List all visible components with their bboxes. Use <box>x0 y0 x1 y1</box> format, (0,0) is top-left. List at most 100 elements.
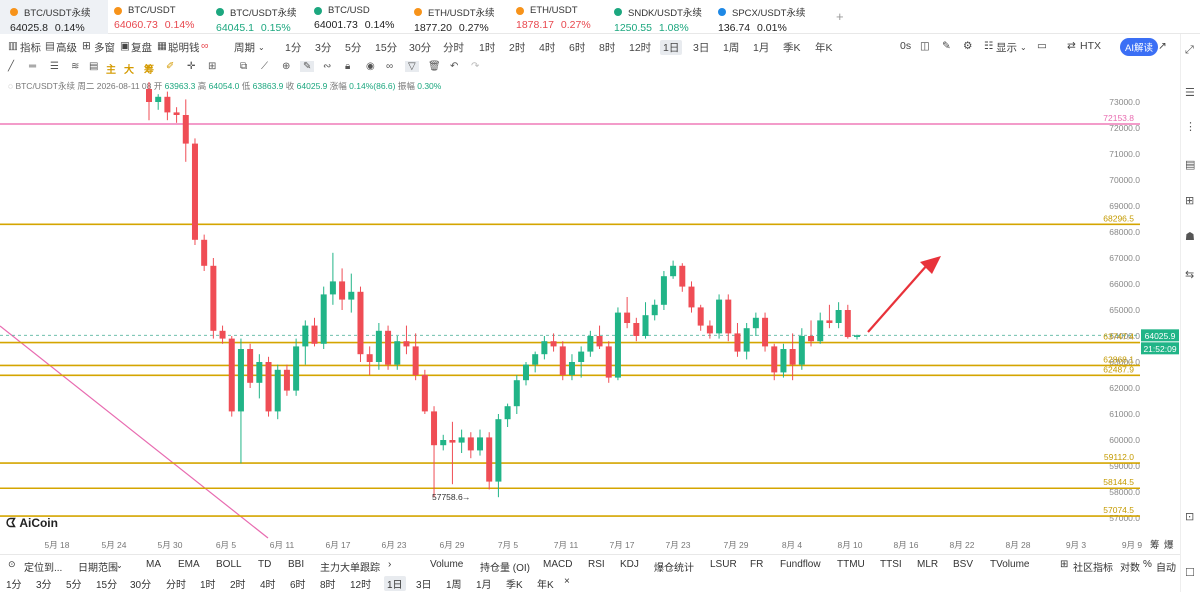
multi-window-icon[interactable]: ⊞ <box>82 40 91 52</box>
copy-icon[interactable]: ⧉ <box>240 61 248 72</box>
exchange-icon[interactable]: ⇄ <box>1067 40 1076 52</box>
display-button[interactable]: 显示 <box>996 42 1017 54</box>
layout-icon[interactable]: ▭ <box>1037 40 1047 52</box>
bottom-interval-16[interactable]: 季K <box>506 580 523 591</box>
chips-tool[interactable]: 筹 <box>144 65 154 76</box>
interval-17[interactable]: 年K <box>815 42 833 54</box>
menu-icon[interactable]: ☰ <box>1185 87 1195 99</box>
bottom-interval-7[interactable]: 2时 <box>230 580 246 591</box>
eye-icon[interactable]: ◉ <box>366 61 375 72</box>
add-tab-button[interactable]: + <box>836 9 844 24</box>
interval-10[interactable]: 8时 <box>599 42 616 54</box>
channel-tool-icon[interactable]: ═ <box>29 61 37 72</box>
interval-0[interactable]: 1分 <box>285 42 302 54</box>
chevron-down-icon[interactable]: ⌄ <box>258 43 265 52</box>
filter-icon[interactable]: ▽ <box>405 61 419 72</box>
grid-view-icon[interactable]: ⊞ <box>1185 195 1195 207</box>
main-tool[interactable]: 主 <box>106 65 116 76</box>
indicator-5[interactable]: 主力大单跟踪 <box>320 563 380 574</box>
camera-icon[interactable]: ◫ <box>920 40 930 52</box>
sub-indicator-2[interactable]: MACD <box>543 559 573 570</box>
trash-icon[interactable]: 🗑︎ <box>428 61 441 72</box>
link-icon[interactable]: ∞ <box>386 61 394 72</box>
more-indicators-button[interactable]: › <box>388 559 392 570</box>
settings-icon[interactable]: ⚙ <box>963 40 973 52</box>
ticker-tab[interactable]: ETH/USDT永续 1877.20 0.27% <box>408 0 508 34</box>
indicators-button[interactable]: 指标 <box>20 42 41 54</box>
sub-indicator-7[interactable]: FR <box>750 559 764 570</box>
bottom-interval-5[interactable]: 分时 <box>166 580 186 591</box>
auto-button[interactable]: 自动 <box>1156 563 1176 574</box>
sub-indicator-4[interactable]: KDJ <box>620 559 639 570</box>
interval-4[interactable]: 30分 <box>409 42 432 54</box>
refresh-rate[interactable]: 0s <box>900 40 912 52</box>
sub-indicator-5[interactable]: 爆仓统计 <box>654 563 694 574</box>
advanced-button[interactable]: 高级 <box>56 42 77 54</box>
lock-icon[interactable]: 🔒︎ <box>345 61 351 72</box>
interval-16[interactable]: 季K <box>783 42 801 54</box>
smart-money-button[interactable]: 聪明钱 <box>168 42 200 54</box>
ticker-tab[interactable]: BTC/USDT 64060.73 0.14% <box>108 0 208 34</box>
interval-6[interactable]: 1时 <box>479 42 496 54</box>
bottom-interval-9[interactable]: 6时 <box>290 580 306 591</box>
bottom-interval-15[interactable]: 1月 <box>476 580 492 591</box>
zoom-icon[interactable]: ⊕ <box>282 61 291 72</box>
sub-indicator-8[interactable]: Fundflow <box>780 559 821 570</box>
line-tool-icon[interactable]: ╱ <box>8 61 15 72</box>
bottom-interval-6[interactable]: 1时 <box>200 580 216 591</box>
ai-analysis-button[interactable]: AI解读 <box>1120 38 1158 56</box>
share-icon[interactable]: ↗ <box>1158 40 1167 52</box>
ruler-icon[interactable]: ⟋ <box>261 61 268 72</box>
sub-indicator-10[interactable]: TTSI <box>880 559 902 570</box>
ticker-tab[interactable]: BTC/USDT永续 64045.1 0.15% <box>210 0 306 34</box>
bottom-interval-1[interactable]: 3分 <box>36 580 52 591</box>
bottom-interval-0[interactable]: 1分 <box>6 580 22 591</box>
interval-9[interactable]: 6时 <box>569 42 586 54</box>
candlestick-chart[interactable]: 73000.0 72000.0 71000.0 70000.0 69000.0 68000… <box>0 82 1180 556</box>
fib-tool-icon[interactable]: ☰ <box>50 61 59 72</box>
indicator-1[interactable]: EMA <box>178 559 200 570</box>
ticker-tab[interactable]: ETH/USDT 1878.17 0.27% <box>510 0 606 34</box>
interval-7[interactable]: 2时 <box>509 42 526 54</box>
grid-small-icon[interactable]: ⊡ <box>1185 511 1195 523</box>
target-icon[interactable]: ⊙ <box>8 559 16 569</box>
indicator-3[interactable]: TD <box>258 559 272 570</box>
advanced-icon[interactable]: ▤ <box>45 40 55 52</box>
bottom-interval-4[interactable]: 30分 <box>130 580 152 591</box>
sub-indicator-9[interactable]: TTMU <box>837 559 865 570</box>
bottom-interval-12[interactable]: 1日 <box>384 576 406 591</box>
ticker-tab[interactable]: SNDK/USDT永续 1250.55 1.08% <box>608 0 710 34</box>
indicator-icon[interactable]: ▥ <box>8 40 18 52</box>
position-tool-icon[interactable]: ▤ <box>89 61 99 72</box>
undo-icon[interactable]: ↶ <box>450 61 459 72</box>
ticker-tab[interactable]: SPCX/USDT永续 136.74 0.01% <box>712 0 822 34</box>
period-button[interactable]: 周期 <box>234 42 255 54</box>
smart-money-icon[interactable]: ▦ <box>157 40 167 52</box>
grid-icon[interactable]: ⊞ <box>208 61 217 72</box>
replay-button[interactable]: 复盘 <box>131 42 152 54</box>
interval-13[interactable]: 3日 <box>693 42 710 54</box>
indicator-4[interactable]: BBI <box>288 559 305 570</box>
indicator-0[interactable]: MA <box>146 559 161 570</box>
chevron-down-icon[interactable]: ⌄ <box>116 561 123 570</box>
interval-2[interactable]: 5分 <box>345 42 362 54</box>
sub-indicator-12[interactable]: BSV <box>953 559 974 570</box>
text-icon[interactable]: ☐ <box>1185 567 1195 579</box>
log-scale-button[interactable]: 对数 <box>1120 563 1140 574</box>
multi-window-button[interactable]: 多窗 <box>94 42 115 54</box>
redo-icon[interactable]: ↷ <box>471 61 480 72</box>
replay-icon[interactable]: ▣ <box>120 40 130 52</box>
interval-8[interactable]: 4时 <box>539 42 556 54</box>
chevron-down-icon[interactable]: ⌄ <box>1020 43 1027 52</box>
bottom-interval-11[interactable]: 12时 <box>350 580 372 591</box>
close-icon[interactable]: × <box>564 576 570 587</box>
date-range-button[interactable]: 日期范围 <box>78 563 118 574</box>
indicator-2[interactable]: BOLL <box>216 559 242 570</box>
interval-3[interactable]: 15分 <box>375 42 398 54</box>
percent-button[interactable]: % <box>1143 559 1152 570</box>
big-tool[interactable]: 大 <box>124 65 134 76</box>
pattern-tool-icon[interactable]: ≋ <box>71 61 80 72</box>
interval-11[interactable]: 12时 <box>629 42 652 54</box>
bottom-interval-10[interactable]: 8时 <box>320 580 336 591</box>
display-icon[interactable]: ☷ <box>984 40 994 52</box>
